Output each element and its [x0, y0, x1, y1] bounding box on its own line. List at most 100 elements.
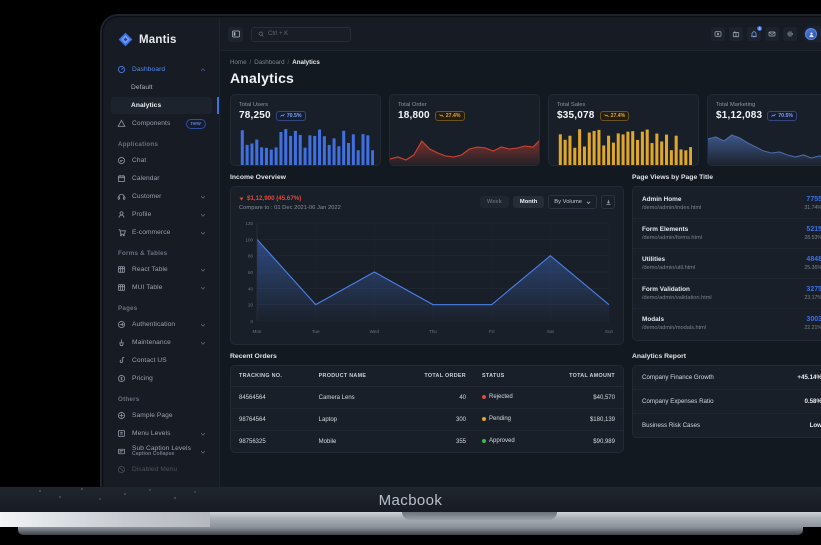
table-row[interactable]: 84564564 Camera Lens 40 Rejected $40,570: [231, 386, 623, 409]
table-row[interactable]: 98756325 Mobile 355 Approved $90,989: [231, 431, 623, 453]
auth-icon: [117, 320, 126, 329]
gift-glyph: [733, 31, 740, 38]
screenshot-icon[interactable]: [711, 27, 726, 41]
sidebar-item-label: Customer: [132, 193, 162, 200]
svg-text:80: 80: [248, 254, 254, 259]
gear-icon[interactable]: [783, 27, 798, 41]
svg-text:Sat: Sat: [547, 329, 555, 334]
stat-card-value: $35,078: [557, 110, 595, 121]
sidebar-item-menu-levels[interactable]: Menu Levels: [111, 425, 212, 442]
bell-icon[interactable]: 4: [747, 25, 764, 41]
search-input[interactable]: Ctrl + K: [251, 26, 351, 42]
page-view-row[interactable]: Modals /demo/admin/modals.html 3003 22.2…: [633, 309, 821, 338]
gear-glyph: [787, 31, 793, 37]
chevron-down-icon: [200, 213, 206, 217]
page-view-path: /demo/admin/forms.html: [642, 235, 702, 241]
analytics-report-row[interactable]: Company Expenses Ratio 0.58%: [633, 390, 821, 414]
sidebar-item-maintenance[interactable]: Maintenance: [111, 334, 212, 351]
sidebar-item-label: Pricing: [132, 375, 153, 382]
maintenance-icon: [119, 339, 124, 347]
svg-text:Thu: Thu: [429, 329, 437, 334]
sidebar-item-sub-caption-levels[interactable]: Sub Caption Levels Caption Collapse: [111, 443, 212, 460]
calendar-icon: [117, 175, 126, 183]
sidebar-item-calendar[interactable]: Calendar: [111, 170, 212, 187]
profile-menu[interactable]: Stebin: [803, 26, 821, 42]
sidebar-item-label: Disabled Menu: [132, 466, 178, 473]
breadcrumb-item-home[interactable]: Home: [230, 59, 247, 66]
stat-card-row: $35,078 27.4%: [549, 108, 698, 121]
page-view-row[interactable]: Form Validation /demo/admin/validation.h…: [633, 279, 821, 309]
chevron-down-icon: [200, 286, 206, 290]
page-view-row[interactable]: Utilities /demo/admin/util.html 4848 25.…: [633, 249, 821, 279]
income-delta: $1,12,900 (45.67%): [239, 195, 341, 202]
page-view-percent: 28.53%: [804, 235, 821, 241]
chevron-up-icon: [200, 67, 206, 71]
sidebar-item-disabled-menu[interactable]: Disabled Menu: [111, 461, 212, 478]
components-icon: [117, 119, 126, 127]
pricing-icon: [117, 374, 126, 383]
stat-card-total-order[interactable]: Total Order 18,800 27.4%: [389, 94, 540, 166]
page-view-name: Utilities: [642, 256, 666, 263]
cart-icon: [118, 229, 126, 237]
analytics-report-label: Business Risk Cases: [642, 422, 701, 429]
analytics-report-row[interactable]: Company Finance Growth +45.14%: [633, 366, 821, 390]
header-actions: 4: [711, 25, 821, 42]
sidebar-item-sample-page[interactable]: Sample Page: [111, 407, 212, 424]
sidebar-item-label: Sub Caption Levels: [132, 444, 191, 452]
sidebar-item-dashboard[interactable]: Dashboard: [111, 61, 212, 78]
page-views-list: Admin Home /demo/admin/index.html 7755 3…: [632, 186, 821, 341]
sidebar-item-label: Calendar: [132, 175, 160, 182]
page-view-info: Modals /demo/admin/modals.html: [642, 316, 706, 331]
stat-card-delta: 27.4%: [599, 110, 630, 121]
sidebar-item-components[interactable]: Components new: [111, 115, 212, 132]
month-button[interactable]: Month: [512, 196, 545, 208]
stat-card-total-sales[interactable]: Total Sales $35,078 27.4%: [548, 94, 699, 166]
cell-product: Camera Lens: [310, 386, 397, 409]
week-button[interactable]: Week: [479, 196, 509, 208]
table-row[interactable]: 98764564 Laptop 300 Pending $180,139: [231, 408, 623, 431]
sidebar-item-profile[interactable]: Profile: [111, 206, 212, 223]
contact-icon: [119, 356, 125, 363]
stat-card-total-users[interactable]: Total Users 78,250 70.5%: [230, 94, 381, 166]
page-view-row[interactable]: Admin Home /demo/admin/index.html 7755 3…: [633, 189, 821, 219]
col-status: STATUS: [474, 366, 540, 387]
breadcrumb-separator: /: [287, 59, 290, 66]
by-volume-select[interactable]: By Volume: [548, 195, 597, 209]
sidebar-item-mui-table[interactable]: MUI Table: [111, 279, 212, 296]
sidebar-item-e-commerce[interactable]: E-commerce: [111, 224, 212, 241]
chevron-down-icon: [200, 323, 206, 327]
message-icon[interactable]: [765, 27, 780, 41]
cart-icon: [117, 228, 126, 237]
sidebar-item-label: Components: [132, 120, 171, 127]
sidebar-item-pricing[interactable]: Pricing: [111, 370, 212, 387]
sidebar-item-chat[interactable]: Chat: [111, 152, 212, 169]
arrow-down-icon: [439, 114, 444, 118]
sidebar-group-label: Forms & Tables: [118, 250, 168, 257]
analytics-report-row[interactable]: Business Risk Cases Low: [633, 414, 821, 437]
page-view-percent: 31.74%: [804, 205, 821, 211]
sidebar-item-authentication[interactable]: Authentication: [111, 316, 212, 333]
download-button[interactable]: [601, 195, 615, 209]
avatar: [805, 28, 818, 40]
page-title: Analytics: [230, 70, 295, 86]
page-view-row[interactable]: Form Elements /demo/admin/forms.html 521…: [633, 219, 821, 249]
sidebar-item-customer[interactable]: Customer: [111, 188, 212, 205]
table-body: 84564564 Camera Lens 40 Rejected $40,570…: [231, 386, 623, 453]
sidebar-item-contact-us[interactable]: Contact US: [111, 352, 212, 369]
stat-card-total-marketing[interactable]: Total Marketing $1,12,083 70.5%: [707, 94, 821, 166]
sidebar-item-default[interactable]: Default: [111, 79, 212, 96]
svg-text:Fri: Fri: [489, 329, 494, 334]
brand[interactable]: Mantis: [104, 18, 219, 59]
customer-icon: [117, 193, 126, 200]
cell-amount: $40,570: [539, 386, 623, 409]
sidebar-item-analytics[interactable]: Analytics: [111, 97, 219, 114]
table-icon: [117, 283, 126, 292]
chevron-down-icon: [586, 201, 591, 204]
status-dot: [482, 395, 486, 399]
sidebar-item-react-table[interactable]: React Table: [111, 261, 212, 278]
gift-icon[interactable]: [729, 27, 744, 41]
menu-icon[interactable]: [228, 26, 243, 42]
disabled-icon: [117, 465, 126, 474]
breadcrumb-item-dashboard[interactable]: Dashboard: [254, 59, 285, 66]
page-view-percent: 23.17%: [804, 295, 821, 301]
